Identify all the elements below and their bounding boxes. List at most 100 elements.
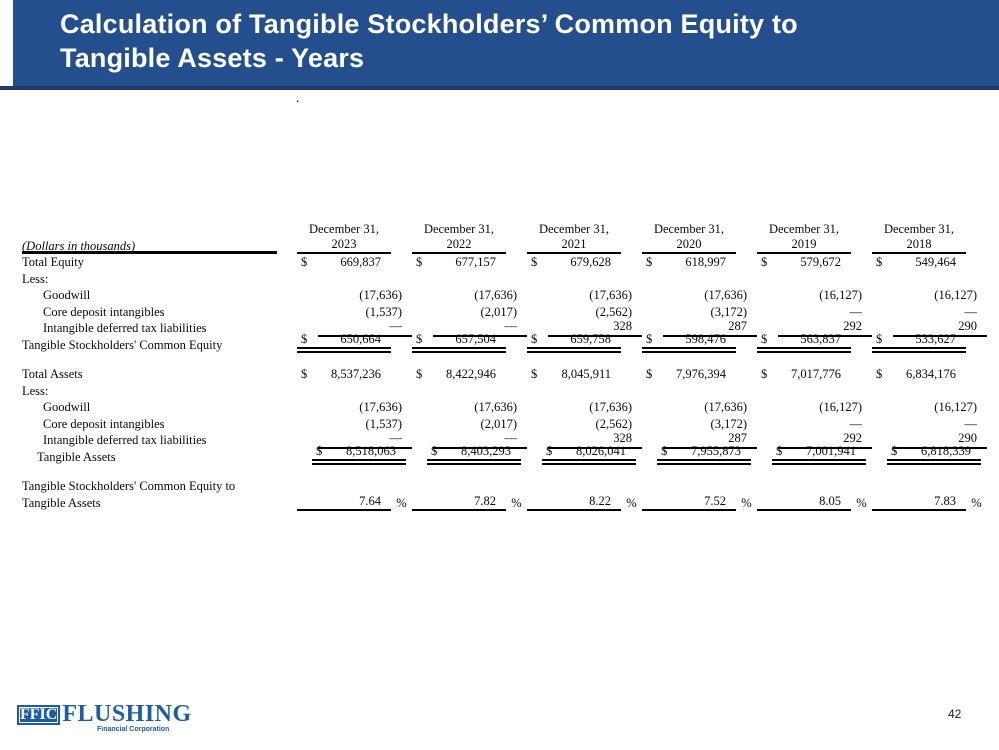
value-cell: (16,127) [778, 287, 893, 304]
year-text: 2018 [906, 236, 932, 251]
value-line: $8,518,063 [312, 444, 406, 465]
month-day-header: December 31, [527, 221, 621, 238]
value: 6,834,176 [906, 367, 956, 381]
dollar-sign: $ [646, 367, 653, 381]
value: (2,017) [480, 304, 517, 319]
year-column-header: December 31, [642, 221, 757, 238]
row-label: Less: [22, 383, 277, 400]
dollar-sign: $ [531, 331, 538, 346]
year-column-header: 2018 [872, 236, 987, 254]
value-line: (1,537) [318, 304, 412, 321]
value: 287 [728, 319, 747, 333]
row-label-text: Intangible deferred tax liabilities [43, 433, 207, 447]
value-cell: — [433, 319, 548, 337]
percent-sign: % [511, 495, 522, 510]
value: 677,157 [455, 255, 496, 269]
value-line: $6,834,176 [872, 366, 966, 383]
value-cell: 290 [893, 431, 999, 449]
percent-sign: % [396, 495, 407, 510]
value-cell: $7,976,394 [642, 366, 757, 383]
value-line: (17,636) [433, 399, 527, 416]
value-cell: 290 [893, 319, 999, 337]
value-line: 292 [778, 319, 872, 337]
row-label-text: Goodwill [43, 400, 91, 414]
value-line: (16,127) [778, 399, 872, 416]
table-row: Tangible Stockholders' Common Equity $650… [22, 332, 999, 353]
year-text: 2022 [446, 236, 472, 251]
dollars-note-text: (Dollars in thousands) [22, 238, 136, 253]
table-row: Goodwill (17,636) (17,636) (17,636) (17,636)… [22, 399, 999, 416]
dollar-sign: $ [876, 367, 883, 381]
value-cell: (2,017) [433, 304, 548, 321]
value-line: — [318, 319, 412, 337]
row-label-text: Goodwill [43, 288, 91, 302]
value-cell: $679,628 [527, 254, 642, 271]
percent-sign: % [971, 495, 982, 510]
percent-sign: % [741, 495, 752, 510]
value-line: $8,403,293 [427, 444, 521, 465]
row-label-text: Total Equity [22, 255, 84, 269]
value-line: (3,172) [663, 416, 757, 433]
value-line: $7,017,776 [757, 366, 851, 383]
value: 563,837 [800, 331, 841, 346]
value-cell: (16,127) [893, 287, 999, 304]
dollar-sign: $ [301, 255, 308, 269]
month-day-text: December 31, [768, 222, 840, 236]
table-row: Tangible Assets $8,518,063 $8,403,293 $8,02… [22, 444, 999, 466]
year-column-header: December 31, [412, 221, 527, 238]
table-header-row-month: December 31, December 31, December 31, Dece… [22, 221, 999, 238]
row-label: Less: [22, 271, 277, 288]
value: 8,422,946 [446, 367, 496, 381]
value-line: $679,628 [527, 254, 621, 271]
value-cell: $677,157 [412, 254, 527, 271]
value-cell: $598,476 [642, 332, 757, 353]
stray-period-mark: . [296, 90, 300, 105]
value-line: $598,476 [642, 332, 736, 353]
year-text: 2023 [331, 236, 357, 251]
row-label-text: Core deposit intangibles [43, 416, 165, 431]
value: 7.64 [359, 493, 381, 508]
value: — [389, 431, 403, 445]
dollar-sign: $ [761, 255, 768, 269]
value-cell: $8,403,293 [427, 444, 542, 465]
row-label: Core deposit intangibles [22, 416, 298, 433]
value-line: $650,664 [297, 332, 391, 353]
row-label-text: Tangible Stockholders' Common Equity [22, 337, 223, 352]
value: (17,636) [359, 400, 402, 414]
slide-title: Calculation of Tangible Stockholders’ Co… [60, 7, 798, 75]
value-line: (16,127) [778, 287, 872, 304]
value-cell: 7.83% [872, 493, 987, 511]
value-cell: (3,172) [663, 304, 778, 321]
value-cell: — [893, 304, 999, 321]
logo-ticker-box: FFIC [17, 705, 61, 725]
row-label-text: Total Assets [22, 367, 83, 381]
dollar-sign: $ [416, 255, 423, 269]
row-label: Tangible Assets [22, 449, 292, 466]
month-day-header: December 31, [757, 221, 851, 238]
slide-title-line1: Calculation of Tangible Stockholders’ Co… [60, 9, 798, 39]
value-cell: — [433, 431, 548, 449]
value-cell: $533,627 [872, 332, 987, 353]
value-cell: (2,562) [548, 304, 663, 321]
year-text: 2020 [676, 236, 702, 251]
value-cell: 7.64% [297, 493, 412, 511]
value: 549,464 [915, 255, 956, 269]
value-cell: (17,636) [548, 399, 663, 416]
value-line: (3,172) [663, 304, 757, 321]
year-column-header: 2020 [642, 236, 757, 254]
value: 7.83 [934, 493, 956, 508]
financial-table: December 31, December 31, December 31, Dece… [22, 221, 999, 511]
value: 290 [958, 431, 977, 445]
row-label: Total Assets [22, 366, 277, 383]
table-row: Total Assets $8,537,236 $8,422,946 $8,045,9… [22, 366, 999, 383]
value-line: $8,537,236 [297, 366, 391, 383]
year-column-header: 2021 [527, 237, 642, 254]
value: 292 [843, 431, 862, 445]
value-cell: 7.52% [642, 494, 757, 511]
value-cell: 328 [548, 431, 663, 449]
value-cell: $579,672 [757, 254, 872, 271]
dollar-sign: $ [761, 367, 768, 381]
value: 618,997 [685, 255, 726, 269]
table-row: Total Equity $669,837 $677,157 $679,628 $618… [22, 254, 999, 271]
value: — [389, 319, 403, 333]
